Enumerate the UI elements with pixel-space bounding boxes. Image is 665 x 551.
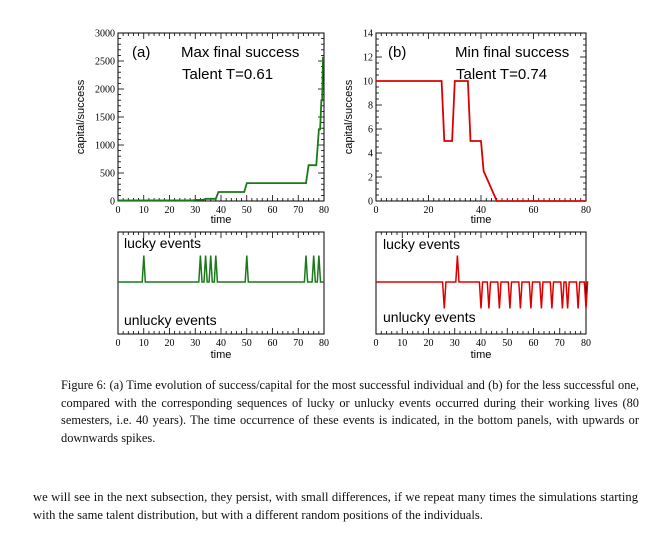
y-tick-label: 12 bbox=[363, 53, 373, 64]
x-tick-label: 80 bbox=[581, 338, 591, 349]
y-tick-label: 2500 bbox=[95, 57, 115, 68]
panel-b-ylabel: capital/success bbox=[343, 79, 355, 154]
y-tick-label: 6 bbox=[368, 125, 373, 136]
panel-a-tag: (a) bbox=[132, 44, 150, 61]
x-tick-label: 20 bbox=[165, 338, 175, 349]
x-tick-label: 80 bbox=[319, 338, 329, 349]
panel-a-xlabel: time bbox=[211, 214, 232, 226]
events-b-xlabel: time bbox=[471, 349, 492, 361]
x-tick-label: 40 bbox=[476, 338, 486, 349]
events-a-lucky-label: lucky events bbox=[124, 235, 201, 251]
events-b-lucky-label: lucky events bbox=[383, 236, 460, 252]
panel-a-events-plot: 0 10 20 30 40 50 60 70 80 lucky events unlucky e… bbox=[116, 231, 329, 361]
y-tick-label: 0 bbox=[368, 197, 373, 208]
x-tick-label: 80 bbox=[319, 205, 329, 216]
x-tick-label: 50 bbox=[242, 205, 252, 216]
x-tick-label: 40 bbox=[216, 338, 226, 349]
y-tick-label: 500 bbox=[100, 169, 115, 180]
y-tick-label: 2 bbox=[368, 173, 373, 184]
figure-caption: Figure 6: (a) Time evolution of success/… bbox=[61, 378, 639, 445]
y-tick-label: 3000 bbox=[95, 29, 115, 40]
panel-a-ylabel: capital/success bbox=[75, 79, 87, 154]
x-tick-label: 60 bbox=[529, 205, 539, 216]
y-tick-label: 4 bbox=[368, 149, 373, 160]
events-a-unlucky-label: unlucky events bbox=[124, 312, 217, 328]
y-tick-label: 0 bbox=[110, 197, 115, 208]
panel-b-events-plot: 0 10 20 30 40 50 60 70 80 lucky events unlucky e… bbox=[374, 231, 591, 361]
events-a-xlabel: time bbox=[211, 349, 232, 361]
x-tick-label: 70 bbox=[555, 338, 565, 349]
events-b-unlucky-label: unlucky events bbox=[383, 309, 476, 325]
x-tick-label: 40 bbox=[216, 205, 226, 216]
x-tick-label: 30 bbox=[450, 338, 460, 349]
x-tick-label: 10 bbox=[139, 338, 149, 349]
x-tick-label: 60 bbox=[529, 338, 539, 349]
x-tick-label: 70 bbox=[293, 338, 303, 349]
x-tick-label: 10 bbox=[139, 205, 149, 216]
x-tick-label: 0 bbox=[116, 338, 121, 349]
events-b-spike-line bbox=[376, 255, 589, 309]
panel-b-xlabel: time bbox=[471, 214, 492, 226]
panel-b-title: Min final success bbox=[455, 44, 569, 61]
x-tick-label: 20 bbox=[165, 205, 175, 216]
x-tick-label: 80 bbox=[581, 205, 591, 216]
x-tick-label: 70 bbox=[293, 205, 303, 216]
panel-a-capital-plot: 0 10 20 30 40 50 60 70 80 0 500 1000 1500 2000 2500 300… bbox=[75, 29, 329, 227]
y-tick-label: 1000 bbox=[95, 141, 115, 152]
y-tick-label: 14 bbox=[363, 29, 373, 40]
x-tick-label: 30 bbox=[190, 338, 200, 349]
panel-a-title: Max final success bbox=[181, 44, 299, 61]
x-tick-label: 10 bbox=[397, 338, 407, 349]
x-tick-label: 0 bbox=[374, 338, 379, 349]
x-tick-label: 50 bbox=[242, 338, 252, 349]
y-tick-label: 2000 bbox=[95, 85, 115, 96]
x-tick-label: 0 bbox=[374, 205, 379, 216]
panel-b-talent: Talent T=0.74 bbox=[456, 66, 547, 83]
x-tick-label: 30 bbox=[190, 205, 200, 216]
x-tick-label: 60 bbox=[268, 205, 278, 216]
y-tick-label: 8 bbox=[368, 101, 373, 112]
events-a-spike-line bbox=[118, 255, 324, 283]
x-tick-label: 50 bbox=[502, 338, 512, 349]
y-tick-label: 1500 bbox=[95, 113, 115, 124]
panel-b-series-line bbox=[376, 80, 586, 202]
body-paragraph: we will see in the next subsection, they… bbox=[33, 490, 638, 522]
y-tick-label: 10 bbox=[363, 77, 373, 88]
x-tick-label: 20 bbox=[424, 205, 434, 216]
panel-b-capital-plot: 0 20 40 60 80 0 2 4 6 8 10 12 14 (b) Min final succe… bbox=[343, 29, 591, 227]
x-tick-label: 40 bbox=[476, 205, 486, 216]
figure-6: 0 10 20 30 40 50 60 70 8005001000150020002500300… bbox=[75, 29, 591, 362]
panel-a-series-line bbox=[118, 56, 324, 202]
panel-a-talent: Talent T=0.61 bbox=[182, 66, 273, 83]
panel-b-tag: (b) bbox=[388, 44, 406, 61]
x-tick-label: 0 bbox=[116, 205, 121, 216]
x-tick-label: 20 bbox=[424, 338, 434, 349]
x-tick-label: 60 bbox=[268, 338, 278, 349]
